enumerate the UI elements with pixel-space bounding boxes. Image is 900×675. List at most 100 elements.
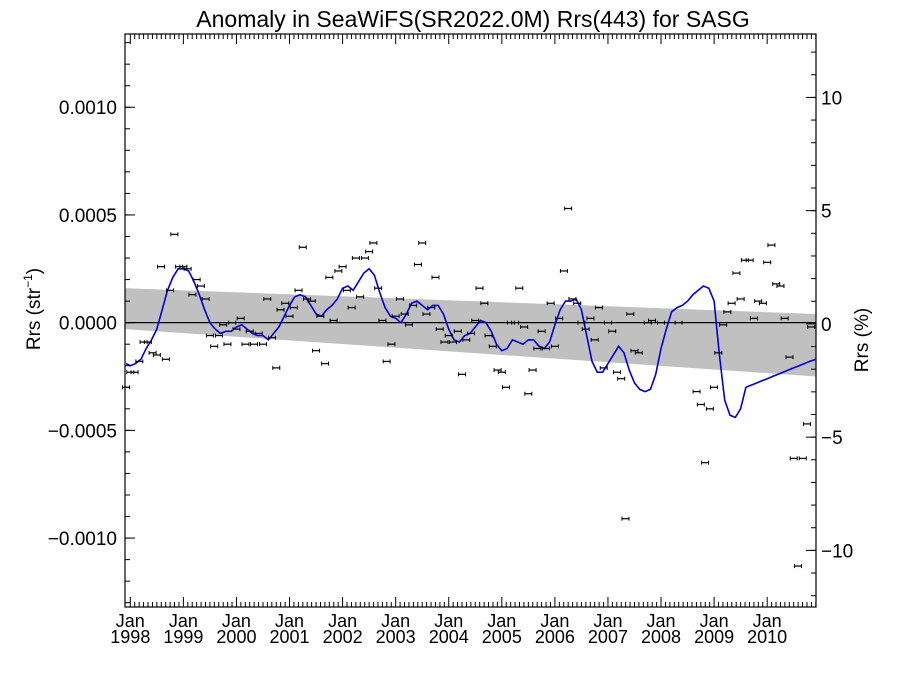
data-point — [196, 284, 205, 289]
data-point — [736, 296, 745, 301]
x-tick-label-year: 2005 — [482, 627, 522, 647]
x-tick-label-year: 1998 — [110, 627, 150, 647]
data-point — [281, 301, 290, 306]
x-tick-label-month: Jan — [275, 611, 304, 631]
data-point — [413, 262, 422, 267]
data-point — [374, 286, 383, 291]
data-point — [316, 314, 325, 319]
data-point — [754, 299, 763, 304]
x-tick-label-month: Jan — [593, 611, 622, 631]
data-point — [427, 305, 436, 310]
x-tick-label-month: Jan — [116, 611, 145, 631]
data-point — [745, 258, 754, 263]
y-right-tick-label: 5 — [821, 202, 832, 223]
x-tick-label-month: Jan — [647, 611, 676, 631]
data-point — [338, 264, 347, 269]
data-point — [347, 305, 356, 310]
data-point — [573, 301, 582, 306]
data-point — [223, 342, 232, 347]
x-tick-label-year: 2003 — [376, 627, 416, 647]
data-point — [475, 286, 484, 291]
data-point — [214, 333, 223, 338]
data-point — [258, 342, 267, 347]
x-tick-label-year: 2001 — [270, 627, 310, 647]
data-point — [228, 320, 237, 325]
y-axis-right-label: Rrs (%) — [852, 308, 873, 372]
data-point — [166, 288, 175, 293]
data-point — [157, 264, 166, 269]
data-point — [249, 342, 258, 347]
data-point — [528, 368, 537, 373]
data-point — [170, 232, 179, 237]
data-point — [719, 322, 728, 327]
data-point — [696, 402, 705, 407]
y-right-tick-label: −5 — [821, 428, 843, 449]
data-point — [382, 359, 391, 364]
y-left-tick-label: 0.0010 — [59, 98, 117, 119]
data-point — [192, 277, 201, 282]
data-point — [462, 337, 471, 342]
data-point — [802, 421, 811, 426]
data-point — [148, 350, 157, 355]
data-point — [564, 206, 573, 211]
data-point — [471, 318, 480, 323]
x-tick-label-month: Jan — [381, 611, 410, 631]
data-point — [161, 357, 170, 362]
data-point — [369, 240, 378, 245]
data-point — [329, 318, 338, 323]
data-point — [537, 329, 546, 334]
data-point — [763, 260, 772, 265]
x-tick-label-month: Jan — [222, 611, 251, 631]
data-point — [772, 281, 781, 286]
data-point — [130, 370, 139, 375]
x-tick-label-year: 2007 — [588, 627, 628, 647]
data-point — [321, 361, 330, 366]
data-point — [387, 342, 396, 347]
data-point — [497, 370, 506, 375]
data-point — [581, 327, 590, 332]
data-point — [502, 385, 511, 390]
data-point — [798, 456, 807, 461]
data-point — [422, 312, 431, 317]
data-point — [448, 340, 457, 345]
data-point — [458, 372, 467, 377]
data-point — [705, 406, 714, 411]
y-axis-left-label: Rrs (str−1) — [21, 268, 45, 350]
data-point — [236, 316, 245, 321]
data-point — [648, 318, 657, 323]
data-point — [701, 460, 710, 465]
data-point — [342, 288, 351, 293]
data-point — [634, 350, 643, 355]
data-point — [776, 284, 785, 289]
data-point — [559, 268, 568, 273]
data-point — [511, 320, 520, 325]
data-point — [245, 329, 254, 334]
y-left-tick-label: 0.0000 — [59, 314, 117, 335]
data-point — [780, 316, 789, 321]
data-point — [515, 286, 524, 291]
data-point — [444, 333, 453, 338]
data-point — [785, 355, 794, 360]
x-tick-label-month: Jan — [434, 611, 463, 631]
data-point — [135, 359, 144, 364]
data-point — [143, 340, 152, 345]
data-point — [617, 376, 626, 381]
data-point — [480, 301, 489, 306]
data-point — [520, 324, 529, 329]
data-point — [599, 365, 608, 370]
data-point — [303, 296, 312, 301]
data-point — [400, 312, 409, 317]
data-point — [205, 333, 214, 338]
data-point — [418, 240, 427, 245]
data-point — [395, 296, 404, 301]
data-point — [541, 346, 550, 351]
data-point — [789, 456, 798, 461]
data-point — [807, 324, 816, 329]
data-point — [268, 335, 277, 340]
x-tick-label-month: Jan — [753, 611, 782, 631]
y-right-tick-label: −10 — [821, 541, 853, 562]
data-point — [590, 337, 599, 342]
data-point — [577, 320, 586, 325]
data-point — [188, 292, 197, 297]
